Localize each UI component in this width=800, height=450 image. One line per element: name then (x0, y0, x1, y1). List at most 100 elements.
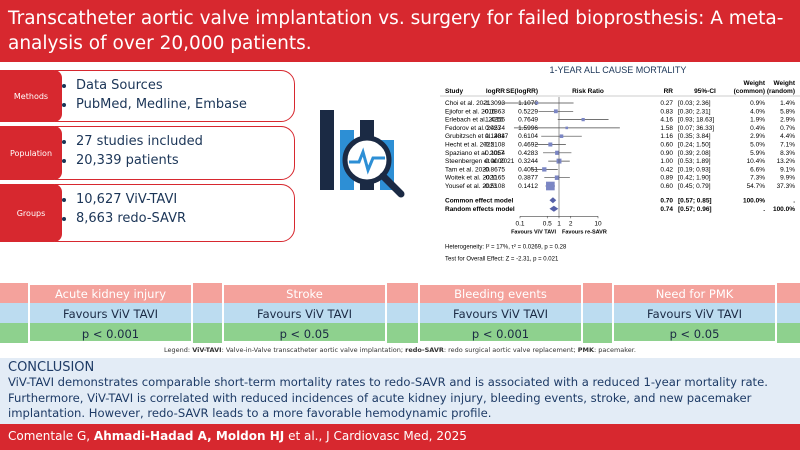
cell: 7.3% (750, 175, 765, 182)
cell: 0.1 (515, 220, 524, 227)
section-box: 10,627 ViV-TAVI8,663 redo-SAVR (55, 184, 295, 242)
cell: 0.1412 (518, 183, 538, 190)
cell: 0.7% (780, 125, 795, 132)
cell: -0.8675 (483, 166, 505, 173)
cell: Random effects model (445, 206, 515, 213)
cell: [0.35; 3.84] (678, 133, 711, 140)
cell: 13.2% (777, 158, 796, 165)
cell: 10 (594, 220, 602, 227)
cell: Study (445, 88, 463, 95)
conclusion: CONCLUSION ViV-TAVI demonstrates compara… (0, 358, 800, 424)
text-segment: redo-SAVR (405, 346, 444, 354)
section-label: Population (0, 126, 62, 180)
cell: 0.27 (660, 100, 673, 107)
cell: [0.03; 2.36] (678, 100, 711, 107)
cell: 4.4% (780, 133, 795, 140)
cell: 1 (557, 220, 561, 227)
outcome-p: p < 0.05 (279, 327, 330, 341)
cell: Tam et al. 2020 (445, 166, 490, 173)
outcome-box: Acute kidney injury Favours ViV TAVI p < 0… (28, 283, 193, 343)
cell: logRR (486, 88, 505, 95)
cell: RR (664, 88, 674, 95)
outcome-p: p < 0.05 (669, 327, 720, 341)
text-segment: J Cardiovasc Med, 2025 (326, 429, 467, 443)
icon (320, 110, 405, 198)
cell: 9.9% (780, 175, 795, 182)
cell: 0.7649 (518, 117, 538, 124)
cell: Grubitzsch et al. 2017 (445, 133, 509, 140)
cell: 2.9% (750, 133, 765, 140)
estimate-square (565, 126, 569, 130)
cell: Yousef et al. 2023 (445, 183, 497, 190)
cell: 1.9% (750, 117, 765, 124)
estimate-square (548, 142, 553, 147)
cell: 54.7% (747, 183, 766, 190)
citation: Comentale G, Ahmadi-Hadad A, Moldon HJ e… (0, 424, 800, 450)
section-box: Data SourcesPubMed, Medline, Embase (55, 70, 295, 122)
icon-handle (379, 172, 405, 198)
forest-title: 1-YEAR ALL CAUSE MORTALITY (550, 65, 687, 75)
cell: 1.16 (660, 133, 673, 140)
cell: 0.4283 (518, 150, 538, 157)
cell: Test for Overall Effect: Z = -2.31, p = … (445, 256, 559, 262)
summary-diamond (549, 205, 559, 212)
cell: 0.70 (660, 197, 673, 204)
estimate-square (559, 134, 564, 138)
cell: . (763, 206, 765, 213)
cell: 0.83 (660, 108, 673, 115)
cell: Erlebach et al. 2015 (445, 117, 503, 124)
cell: 0.60 (660, 142, 673, 149)
cell: 95%-CI (694, 88, 716, 95)
cell: [0.30; 2.31] (678, 108, 711, 115)
conclusion-heading: CONCLUSION (8, 360, 95, 375)
section-list: Data SourcesPubMed, Medline, Embase (66, 76, 294, 114)
outcome-favours: Favours ViV TAVI (453, 307, 548, 321)
cell: [0.53; 1.89] (678, 158, 711, 165)
cell: 2.9% (780, 117, 795, 124)
cell: 1.58 (660, 125, 673, 132)
cell: -0.1165 (483, 175, 505, 182)
cell: Favours ViV TAVI (511, 229, 556, 235)
estimate-square (535, 101, 539, 105)
outcome-p: p < 0.001 (81, 327, 140, 341)
legend: Legend: ViV-TAVI: Valve-in-Valve transca… (0, 346, 800, 354)
outcome-favours: Favours ViV TAVI (63, 307, 158, 321)
cell: 0.4692 (518, 142, 538, 149)
cell: . (793, 197, 795, 204)
cell: 0.1484 (485, 133, 505, 140)
estimate-square (542, 167, 547, 172)
cell: Fedorov et al. 2023 (445, 125, 501, 132)
cell: 1.4255 (485, 117, 505, 124)
forest-plot: 1-YEAR ALL CAUSE MORTALITY Study logRR SE(l… (440, 65, 800, 262)
cell: 2 (569, 220, 573, 227)
estimate-square (581, 117, 585, 122)
cell: (random) (767, 88, 795, 95)
cell: 8.3% (780, 150, 795, 157)
section-list: 27 studies included20,339 patients (66, 132, 294, 170)
band (0, 283, 800, 303)
section-label: Methods (0, 70, 62, 122)
cell: [0.45; 0.79] (678, 183, 711, 190)
cell: [0.42; 1.90] (678, 175, 711, 182)
cell: 0.42 (660, 166, 673, 173)
outcome-favours: Favours ViV TAVI (257, 307, 352, 321)
outcome-favours: Favours ViV TAVI (647, 307, 742, 321)
estimate-square (553, 109, 558, 114)
cell: -0.1054 (483, 150, 505, 157)
cell: 100.0% (773, 206, 795, 213)
text-segment: : pacemaker. (594, 346, 636, 354)
cell: -0.5108 (483, 142, 505, 149)
cell: 0.4% (750, 125, 765, 132)
cell: Ejiofor et al. 2016 (445, 108, 496, 115)
text-segment: et al., (284, 429, 327, 443)
cell: [0.39; 2.08] (678, 150, 711, 157)
section-item: 20,339 patients (76, 151, 294, 170)
text-segment: : Valve-in-Valve transcatheter aortic va… (221, 346, 406, 354)
section-label: Groups (0, 184, 62, 242)
section-item: 8,663 redo-SAVR (76, 209, 294, 228)
section-item: 27 studies included (76, 132, 294, 151)
estimate-square (554, 175, 560, 180)
cell: 0.4051 (518, 166, 538, 173)
cell: 0.74 (660, 206, 673, 213)
